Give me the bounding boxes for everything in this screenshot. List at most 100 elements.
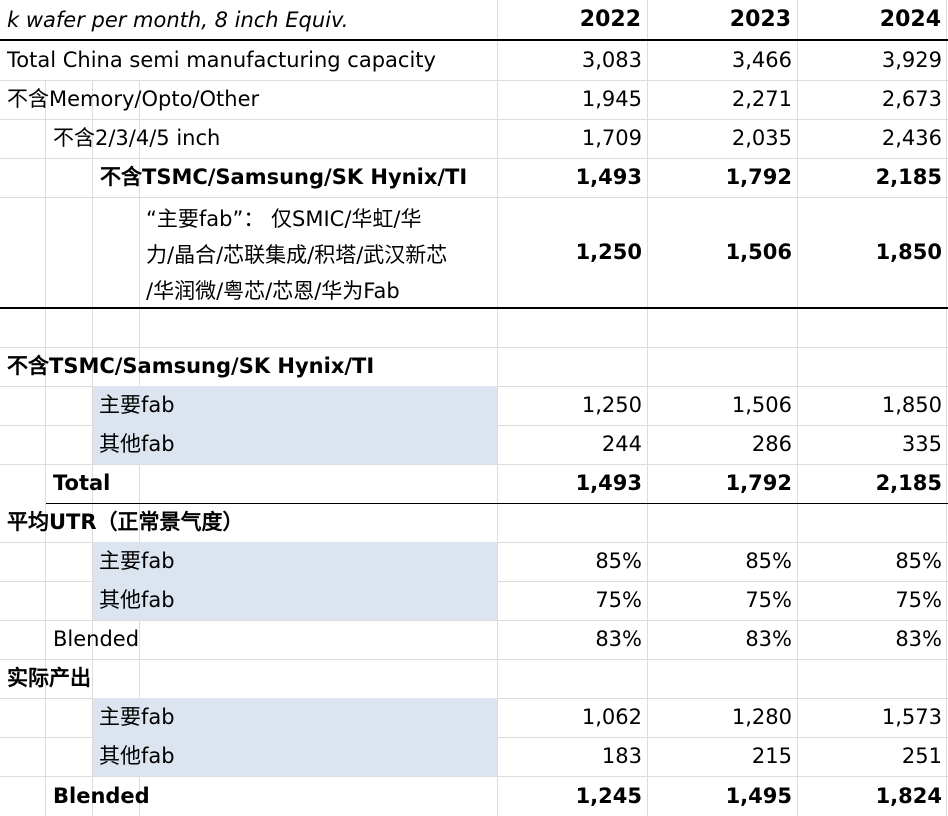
value-2023: 3,466 [731, 48, 792, 72]
table-row: 主要fab 85% 85% 85% [0, 542, 948, 581]
value-2022: 1,493 [575, 471, 642, 495]
year-header-2022: 2022 [579, 7, 641, 32]
value-2022: 1,250 [581, 393, 642, 417]
value-2022: 1,709 [581, 126, 642, 150]
value-2023: 215 [751, 744, 792, 768]
grid-vline [647, 0, 648, 816]
row-label: 其他fab [93, 581, 497, 620]
table-row: 其他fab 75% 75% 75% [0, 581, 948, 620]
row-label: Total China semi manufacturing capacity [7, 48, 436, 72]
table-row: “主要fab”： 仅SMIC/华虹/华 力/晶合/芯联集成/积塔/武汉新芯 /华… [0, 197, 948, 307]
value-2022: 183 [601, 744, 642, 768]
table-row: 其他fab 244 286 335 [0, 425, 948, 464]
grid-hline [0, 347, 948, 348]
value-2024: 1,824 [875, 784, 942, 808]
value-2024: 2,185 [875, 165, 942, 189]
value-2022: 75% [595, 588, 642, 612]
value-2024: 1,850 [881, 393, 942, 417]
header-row: k wafer per month, 8 inch Equiv. 2022 20… [0, 0, 948, 40]
value-2022: 244 [601, 432, 642, 456]
value-2023: 1,792 [725, 165, 792, 189]
table-row: Total China semi manufacturing capacity … [0, 41, 948, 80]
value-2024: 2,185 [875, 471, 942, 495]
table-row: 不含Memory/Opto/Other 1,945 2,271 2,673 [0, 80, 948, 119]
row-label: 主要fab [93, 698, 497, 737]
row-label: 主要fab [93, 386, 497, 425]
value-2022: 1,493 [575, 165, 642, 189]
row-label: 其他fab [93, 737, 497, 776]
value-2022: 83% [595, 627, 642, 651]
table-row: 主要fab 1,250 1,506 1,850 [0, 386, 948, 425]
value-2024: 83% [895, 627, 942, 651]
grid-vline [92, 80, 93, 816]
value-2022: 85% [595, 549, 642, 573]
grid-vline [45, 80, 46, 816]
value-2023: 1,495 [725, 784, 792, 808]
grid-hline [0, 464, 948, 465]
value-2024: 2,673 [881, 87, 942, 111]
label-line: 力/晶合/芯联集成/积塔/武汉新芯 [146, 243, 448, 267]
value-2024: 2,436 [881, 126, 942, 150]
value-2024: 75% [895, 588, 942, 612]
value-2023: 83% [745, 627, 792, 651]
total-row: Total 1,493 1,792 2,185 [0, 464, 948, 503]
row-label: 不含2/3/4/5 inch [53, 126, 221, 150]
year-header-2024: 2024 [879, 7, 941, 32]
value-2022: 3,083 [581, 48, 642, 72]
value-2023: 1,280 [731, 705, 792, 729]
grid-hline [0, 776, 948, 777]
year-header-2023: 2023 [729, 7, 791, 32]
table-row: 其他fab 183 215 251 [0, 737, 948, 776]
section-title: 实际产出 [7, 666, 91, 690]
row-label: 不含TSMC/Samsung/SK Hynix/TI [100, 165, 468, 189]
value-2022: 1,245 [575, 784, 642, 808]
section-title-row: 平均UTR（正常景气度） [0, 503, 948, 542]
grid-hline [0, 659, 948, 660]
row-label: Total [53, 471, 111, 495]
table-row: 主要fab 1,062 1,280 1,573 [0, 698, 948, 737]
value-2024: 335 [901, 432, 942, 456]
section-title: 平均UTR（正常景气度） [7, 510, 244, 534]
section-title-row: 实际产出 [0, 659, 948, 698]
row-label: 主要fab [93, 542, 497, 581]
grid-vline [497, 0, 498, 816]
value-2023: 75% [745, 588, 792, 612]
header-bottom-border [0, 39, 948, 41]
row-label: 其他fab [93, 425, 497, 464]
row-label-multiline: “主要fab”： 仅SMIC/华虹/华 力/晶合/芯联集成/积塔/武汉新芯 /华… [146, 197, 496, 307]
row-label: Blended [53, 627, 140, 651]
grid-hline [0, 158, 948, 159]
total-border [46, 503, 948, 504]
value-2022: 1,945 [581, 87, 642, 111]
value-2023: 85% [745, 549, 792, 573]
section-title-row: 不含TSMC/Samsung/SK Hynix/TI [0, 347, 948, 386]
value-2024: 85% [895, 549, 942, 573]
table-row: 不含2/3/4/5 inch 1,709 2,035 2,436 [0, 119, 948, 158]
value-2024: 251 [901, 744, 942, 768]
row-label: 不含Memory/Opto/Other [7, 87, 260, 111]
grid-hline [0, 80, 948, 81]
label-line: “主要fab”： 仅SMIC/华虹/华 [146, 207, 422, 231]
grid-vline [946, 0, 947, 816]
row-label: Blended [53, 784, 150, 808]
grid-hline [0, 620, 948, 621]
label-line: /华润微/粤芯/芯恩/华为Fab [146, 279, 400, 303]
grid-hline [0, 119, 948, 120]
section-title: 不含TSMC/Samsung/SK Hynix/TI [7, 354, 375, 378]
value-2023: 286 [751, 432, 792, 456]
total-row: Blended 83% 83% 83% [0, 620, 948, 659]
unit-label: k wafer per month, 8 inch Equiv. [7, 8, 349, 32]
value-2023: 2,271 [731, 87, 792, 111]
table-row: 不含TSMC/Samsung/SK Hynix/TI 1,493 1,792 2… [0, 158, 948, 197]
value-2022: 1,062 [581, 705, 642, 729]
value-2023: 1,792 [725, 471, 792, 495]
value-2023: 1,506 [725, 240, 792, 264]
section-divider [0, 307, 948, 309]
value-2024: 1,573 [881, 705, 942, 729]
value-2023: 1,506 [731, 393, 792, 417]
total-row: Blended 1,245 1,495 1,824 [0, 777, 948, 816]
value-2024: 3,929 [881, 48, 942, 72]
value-2023: 2,035 [731, 126, 792, 150]
grid-vline [797, 0, 798, 816]
